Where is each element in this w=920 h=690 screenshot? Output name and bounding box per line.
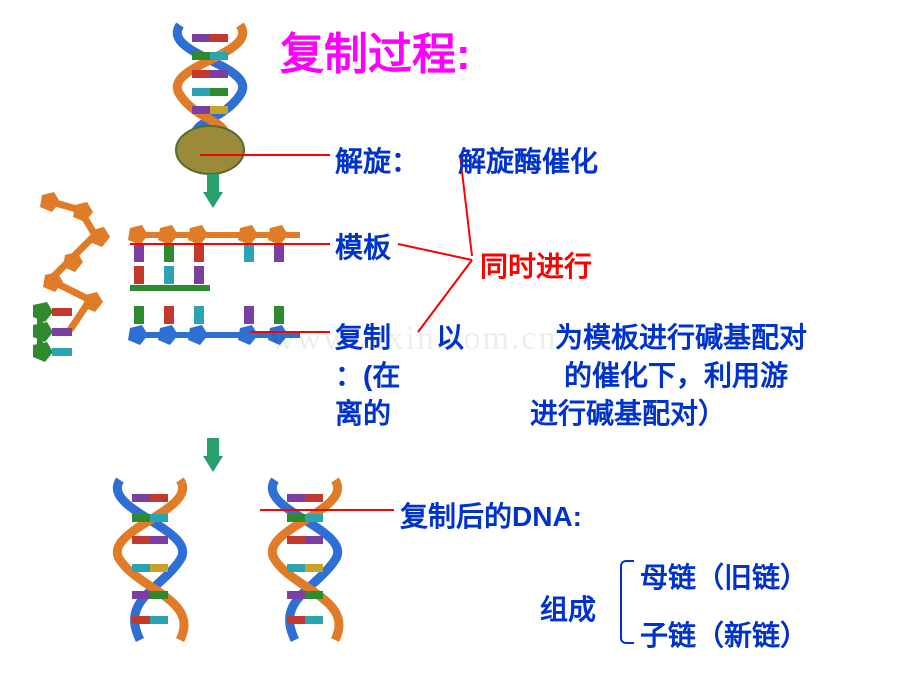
page-title: 复制过程: — [280, 18, 471, 82]
label-mother: 母链（旧链） — [640, 556, 808, 596]
label-compose: 组成 — [540, 588, 596, 628]
label-after-dna: 复制后的DNA: — [400, 495, 582, 535]
arrow-head-1 — [203, 192, 223, 208]
label-replicate-rest1b: 为模板进行碱基配对 — [555, 316, 807, 356]
label-unwind: 解旋： — [335, 140, 419, 180]
arrow-stem-2 — [207, 438, 219, 456]
daughter-helix-right — [272, 480, 339, 640]
label-replicate2: ：(在 — [335, 354, 400, 394]
arrow-head-2 — [203, 456, 223, 472]
label-replicate-rest1: 以 — [436, 316, 464, 356]
label-unwind-enzyme: 解旋酶催化 — [458, 140, 598, 180]
label-simultaneous: 同时进行 — [480, 245, 592, 285]
daughter-helix-left — [117, 480, 184, 640]
replication-fork — [33, 192, 300, 362]
label-replicate-rest3b: 进行碱基配对） — [530, 392, 726, 432]
label-replicate-rest3a: 离的 — [335, 392, 391, 432]
label-child: 子链（新链） — [640, 614, 808, 654]
label-replicate1: 复制 — [335, 316, 391, 356]
compose-brace — [620, 560, 634, 644]
label-template: 模板 — [335, 226, 391, 266]
watermark: www.zixin.com.cn — [270, 320, 558, 358]
enzyme-ball — [176, 126, 244, 174]
label-replicate-rest2: 的催化下，利用游 — [564, 354, 788, 394]
arrow-stem-1 — [207, 174, 219, 192]
